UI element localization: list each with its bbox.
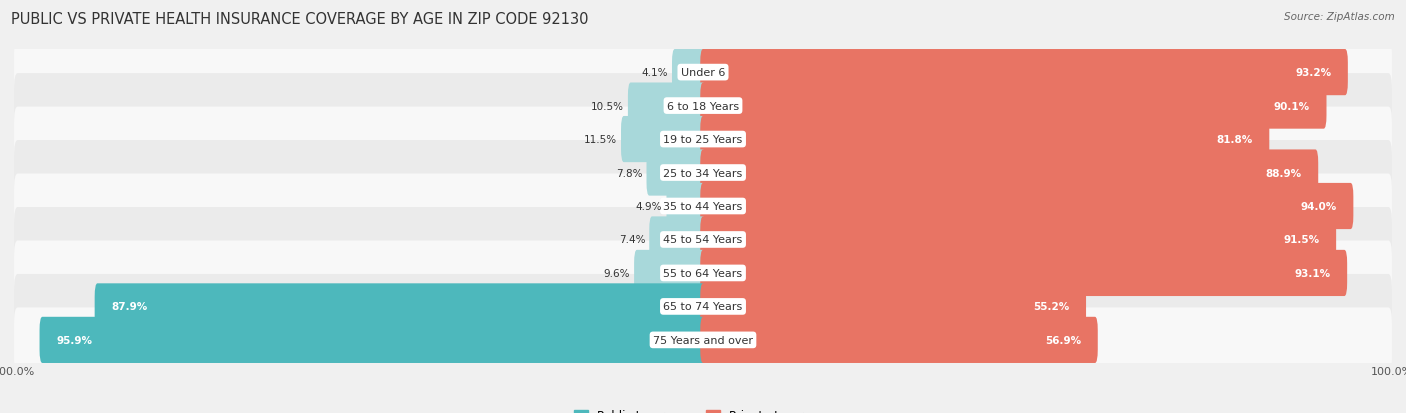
FancyBboxPatch shape — [14, 74, 1392, 139]
Text: 11.5%: 11.5% — [583, 135, 617, 145]
Text: 95.9%: 95.9% — [56, 335, 91, 345]
FancyBboxPatch shape — [14, 107, 1392, 172]
Text: 93.1%: 93.1% — [1295, 268, 1330, 278]
FancyBboxPatch shape — [634, 250, 706, 296]
FancyBboxPatch shape — [39, 317, 706, 363]
Text: 10.5%: 10.5% — [591, 101, 624, 112]
Text: 6 to 18 Years: 6 to 18 Years — [666, 101, 740, 112]
Text: 75 Years and over: 75 Years and over — [652, 335, 754, 345]
FancyBboxPatch shape — [700, 217, 1336, 263]
Text: 90.1%: 90.1% — [1274, 101, 1310, 112]
Text: 45 to 54 Years: 45 to 54 Years — [664, 235, 742, 245]
FancyBboxPatch shape — [647, 150, 706, 196]
FancyBboxPatch shape — [14, 207, 1392, 272]
Text: 7.8%: 7.8% — [616, 168, 643, 178]
Text: Under 6: Under 6 — [681, 68, 725, 78]
Text: 56.9%: 56.9% — [1045, 335, 1081, 345]
Text: 81.8%: 81.8% — [1216, 135, 1253, 145]
FancyBboxPatch shape — [700, 117, 1270, 163]
Text: 25 to 34 Years: 25 to 34 Years — [664, 168, 742, 178]
FancyBboxPatch shape — [700, 183, 1354, 230]
Text: 4.9%: 4.9% — [636, 202, 662, 211]
Text: 88.9%: 88.9% — [1265, 168, 1302, 178]
Text: 35 to 44 Years: 35 to 44 Years — [664, 202, 742, 211]
Text: 9.6%: 9.6% — [603, 268, 630, 278]
Text: 94.0%: 94.0% — [1301, 202, 1337, 211]
FancyBboxPatch shape — [700, 50, 1348, 96]
Text: 91.5%: 91.5% — [1284, 235, 1320, 245]
FancyBboxPatch shape — [700, 83, 1326, 129]
Text: 93.2%: 93.2% — [1295, 68, 1331, 78]
FancyBboxPatch shape — [700, 250, 1347, 296]
FancyBboxPatch shape — [14, 241, 1392, 306]
FancyBboxPatch shape — [14, 174, 1392, 239]
FancyBboxPatch shape — [650, 217, 706, 263]
FancyBboxPatch shape — [14, 141, 1392, 206]
FancyBboxPatch shape — [14, 40, 1392, 105]
Text: 87.9%: 87.9% — [111, 301, 148, 312]
FancyBboxPatch shape — [700, 284, 1085, 330]
FancyBboxPatch shape — [628, 83, 706, 129]
FancyBboxPatch shape — [621, 117, 706, 163]
FancyBboxPatch shape — [672, 50, 706, 96]
FancyBboxPatch shape — [94, 284, 706, 330]
FancyBboxPatch shape — [700, 317, 1098, 363]
FancyBboxPatch shape — [14, 308, 1392, 373]
Text: 55 to 64 Years: 55 to 64 Years — [664, 268, 742, 278]
Text: 55.2%: 55.2% — [1033, 301, 1070, 312]
FancyBboxPatch shape — [700, 150, 1319, 196]
FancyBboxPatch shape — [14, 274, 1392, 339]
Text: PUBLIC VS PRIVATE HEALTH INSURANCE COVERAGE BY AGE IN ZIP CODE 92130: PUBLIC VS PRIVATE HEALTH INSURANCE COVER… — [11, 12, 589, 27]
Text: 4.1%: 4.1% — [641, 68, 668, 78]
Text: 19 to 25 Years: 19 to 25 Years — [664, 135, 742, 145]
Text: 7.4%: 7.4% — [619, 235, 645, 245]
Legend: Public Insurance, Private Insurance: Public Insurance, Private Insurance — [569, 404, 837, 413]
Text: Source: ZipAtlas.com: Source: ZipAtlas.com — [1284, 12, 1395, 22]
Text: 65 to 74 Years: 65 to 74 Years — [664, 301, 742, 312]
FancyBboxPatch shape — [666, 183, 706, 230]
